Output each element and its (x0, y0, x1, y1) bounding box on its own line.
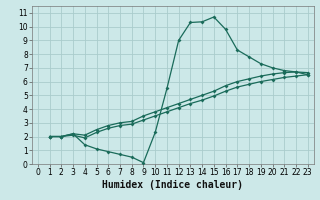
X-axis label: Humidex (Indice chaleur): Humidex (Indice chaleur) (102, 180, 243, 190)
